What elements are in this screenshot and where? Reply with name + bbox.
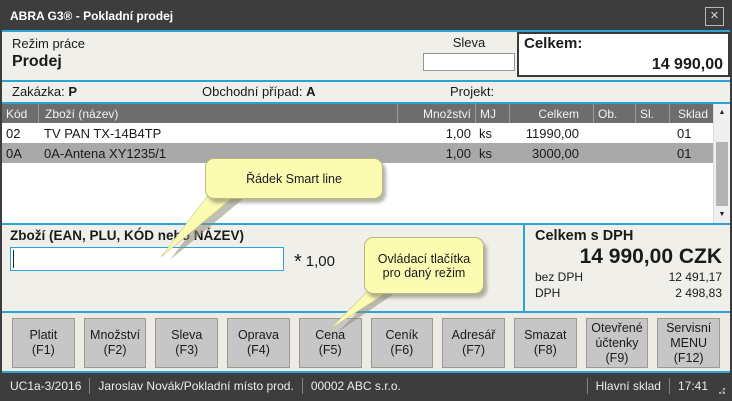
buttons-callout: Ovládací tlačítka pro daný režim	[364, 237, 484, 294]
smartline-label: Zboží (EAN, PLU, KÓD nebo NÁZEV)	[10, 228, 244, 243]
cell-sklad: 01	[677, 125, 692, 141]
divider	[668, 378, 670, 394]
vat-total-amount: 14 990,00 CZK	[579, 245, 722, 268]
col-mnozstvi: Množství	[397, 104, 475, 123]
cell-mj: ks	[479, 145, 492, 161]
mode-label: Režim práce	[12, 36, 85, 51]
divider	[523, 225, 525, 311]
net-label: bez DPH	[535, 270, 584, 284]
cell-celkem: 11990,00	[525, 125, 579, 141]
function-buttons-row: Platit (F1) Množství (F2) Sleva (F3) Oprava…	[2, 313, 730, 371]
close-button[interactable]: ✕	[705, 6, 724, 26]
col-sl: Sl.	[635, 104, 669, 123]
order-value: P	[68, 84, 78, 99]
cell-nazev: TV PAN TX-14B4TP	[44, 125, 162, 141]
scrollbar-thumb[interactable]	[716, 142, 728, 206]
divider	[89, 378, 91, 394]
table-row[interactable]: 02 TV PAN TX-14B4TP 1,00 ks 11990,00 01	[2, 123, 713, 143]
mode-value: Prodej	[12, 53, 62, 70]
divider	[586, 378, 588, 394]
pay-button[interactable]: Platit (F1)	[12, 318, 75, 368]
col-mj: MJ	[475, 104, 509, 123]
table-row-selected[interactable]: 0A 0A-Antena XY1235/1 1,00 ks 3000,00 01	[2, 143, 713, 163]
cell-mnozstvi: 1,00	[445, 125, 471, 141]
text-caret	[13, 250, 14, 268]
grand-total-label: Celkem:	[524, 35, 583, 52]
col-nazev: Zboží (název)	[38, 104, 397, 123]
divider	[2, 223, 730, 225]
status-user: Jaroslav Novák/Pokladní místo prod.	[98, 379, 294, 393]
scroll-down-icon[interactable]: ▼	[718, 211, 726, 218]
grand-total-box: Celkem: 14 990,00	[517, 32, 730, 77]
cell-mnozstvi: 1,00	[445, 145, 471, 161]
discount-input[interactable]	[423, 53, 515, 71]
open-receipts-button[interactable]: Otevřené účtenky (F9)	[585, 318, 649, 368]
vat-label: DPH	[535, 286, 561, 300]
service-menu-button[interactable]: Servisní MENU (F12)	[657, 318, 721, 368]
addressbook-button[interactable]: Adresář (F7)	[442, 318, 505, 368]
correction-button[interactable]: Oprava (F4)	[227, 318, 290, 368]
status-bar: UC1a-3/2016 Jaroslav Novák/Pokladní míst…	[2, 373, 730, 399]
net-value: 12 491,17	[668, 270, 722, 284]
status-warehouse: Hlavní sklad	[595, 379, 661, 393]
divider	[2, 30, 730, 32]
vat-value: 2 498,83	[675, 286, 722, 300]
resize-grip-icon[interactable]	[716, 373, 728, 399]
smartline-input[interactable]	[10, 247, 284, 271]
vat-totals-panel: Celkem s DPH 14 990,00 CZK bez DPH 12 491…	[525, 225, 730, 311]
divider	[301, 378, 303, 394]
col-sklad: Sklad	[669, 104, 713, 123]
multiply-sign: *	[294, 251, 302, 273]
grand-total-value: 14 990,00	[651, 56, 723, 73]
title-bar: ABRA G3® - Pokladní prodej ✕	[2, 2, 730, 30]
delete-button[interactable]: Smazat (F8)	[513, 318, 577, 368]
divider	[2, 80, 730, 82]
project-label: Projekt:	[450, 84, 495, 99]
vertical-scrollbar[interactable]: ▲ ▼	[713, 104, 730, 223]
smartline-callout: Řádek Smart line	[205, 158, 383, 199]
order-label: Zakázka:	[12, 84, 65, 99]
case-label: Obchodní případ:	[202, 84, 303, 99]
cell-nazev: 0A-Antena XY1235/1	[44, 145, 167, 161]
header-section: Režim práce Prodej Sleva Celkem: 14 990,…	[2, 32, 730, 80]
pricelist-button[interactable]: Ceník (F6)	[370, 318, 434, 368]
col-ob: Ob.	[593, 104, 635, 123]
status-time: 17:41	[677, 379, 708, 393]
context-row: Zakázka: P Obchodní případ: A Projekt:	[2, 82, 730, 102]
discount-button[interactable]: Sleva (F3)	[155, 318, 219, 368]
col-celkem: Celkem	[509, 104, 593, 123]
col-kod: Kód	[6, 106, 28, 121]
divider	[2, 102, 730, 104]
cell-celkem: 3000,00	[532, 145, 579, 161]
quantity-value: 1,00	[305, 253, 335, 270]
case-value: A	[306, 84, 316, 99]
scroll-up-icon[interactable]: ▲	[718, 109, 726, 116]
table-header: Kód Zboží (název) Množství MJ Celkem Ob.…	[2, 104, 713, 123]
quantity-button[interactable]: Množství (F2)	[83, 318, 147, 368]
vat-total-title: Celkem s DPH	[535, 228, 634, 244]
cell-sklad: 01	[677, 145, 692, 161]
cell-kod: 02	[6, 125, 21, 141]
discount-label: Sleva	[452, 35, 486, 50]
cell-mj: ks	[479, 125, 492, 141]
quantity-display: * 1,00	[294, 249, 335, 273]
status-company: 00002 ABC s.r.o.	[310, 379, 401, 393]
cell-kod: 0A	[6, 145, 22, 161]
window-title: ABRA G3® - Pokladní prodej	[10, 9, 174, 23]
status-document: UC1a-3/2016	[10, 379, 82, 393]
price-button[interactable]: Cena (F5)	[298, 318, 362, 368]
divider	[2, 371, 730, 373]
close-icon: ✕	[709, 9, 720, 22]
